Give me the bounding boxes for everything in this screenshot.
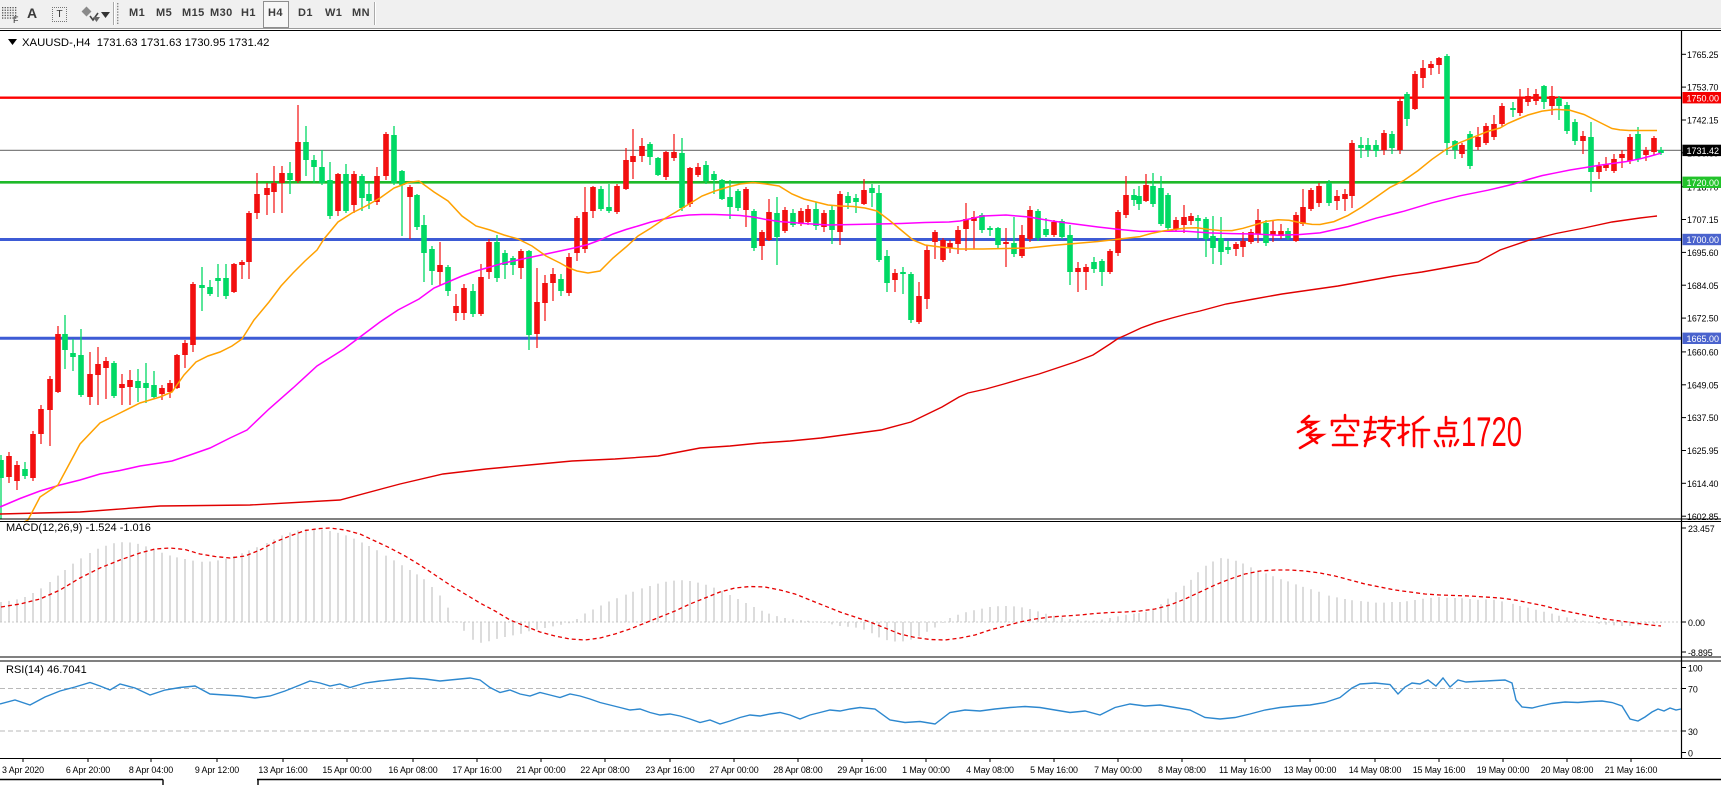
svg-text:14 May 08:00: 14 May 08:00: [1349, 765, 1402, 775]
svg-text:70: 70: [1688, 685, 1698, 695]
svg-text:XAUUSD-,H4 1731.63 1731.63 17: XAUUSD-,H4 1731.63 1731.63 1730.95 1731.…: [22, 37, 269, 49]
svg-text:1660.60: 1660.60: [1687, 348, 1719, 358]
svg-text:RSI(14) 46.7041: RSI(14) 46.7041: [6, 664, 87, 676]
svg-text:17 Apr 16:00: 17 Apr 16:00: [452, 765, 501, 775]
svg-text:1720: 1720: [1461, 408, 1522, 455]
svg-text:1614.40: 1614.40: [1687, 479, 1719, 489]
svg-text:1742.15: 1742.15: [1687, 116, 1719, 126]
svg-text:28 Apr 08:00: 28 Apr 08:00: [773, 765, 822, 775]
svg-text:21 May 16:00: 21 May 16:00: [1605, 765, 1658, 775]
svg-text:23 Apr 16:00: 23 Apr 16:00: [645, 765, 694, 775]
svg-text:1637.50: 1637.50: [1687, 413, 1719, 423]
svg-text:22 Apr 08:00: 22 Apr 08:00: [580, 765, 629, 775]
svg-text:21 Apr 00:00: 21 Apr 00:00: [516, 765, 565, 775]
svg-text:F: F: [13, 15, 19, 25]
svg-text:1695.60: 1695.60: [1687, 248, 1719, 258]
svg-text:23.457: 23.457: [1688, 524, 1715, 534]
svg-text:0.00: 0.00: [1688, 618, 1705, 628]
svg-text:15 May 16:00: 15 May 16:00: [1413, 765, 1466, 775]
svg-text:1720.00: 1720.00: [1687, 178, 1720, 188]
svg-text:19 May 00:00: 19 May 00:00: [1477, 765, 1530, 775]
svg-text:6 Apr 20:00: 6 Apr 20:00: [66, 765, 110, 775]
svg-text:15 Apr 00:00: 15 Apr 00:00: [322, 765, 371, 775]
svg-text:8 May 08:00: 8 May 08:00: [1158, 765, 1206, 775]
svg-text:9 Apr 12:00: 9 Apr 12:00: [195, 765, 239, 775]
svg-text:1665.00: 1665.00: [1687, 334, 1720, 344]
svg-text:13 May 00:00: 13 May 00:00: [1284, 765, 1337, 775]
svg-text:3 Apr 2020: 3 Apr 2020: [2, 765, 44, 775]
svg-text:1625.95: 1625.95: [1687, 446, 1719, 456]
svg-text:1649.05: 1649.05: [1687, 380, 1719, 390]
svg-text:27 Apr 00:00: 27 Apr 00:00: [709, 765, 758, 775]
svg-text:16 Apr 08:00: 16 Apr 08:00: [388, 765, 437, 775]
svg-text:4 May 08:00: 4 May 08:00: [966, 765, 1014, 775]
svg-text:11 May 16:00: 11 May 16:00: [1219, 765, 1271, 775]
svg-text:1753.70: 1753.70: [1687, 83, 1719, 93]
svg-text:0: 0: [1688, 749, 1693, 759]
svg-text:7 May 00:00: 7 May 00:00: [1094, 765, 1142, 775]
svg-text:1684.05: 1684.05: [1687, 281, 1719, 291]
svg-text:8 Apr 04:00: 8 Apr 04:00: [129, 765, 173, 775]
svg-text:1765.25: 1765.25: [1687, 50, 1719, 60]
svg-text:-8.895: -8.895: [1688, 648, 1713, 658]
svg-text:5 May 16:00: 5 May 16:00: [1030, 765, 1078, 775]
svg-text:1602.85: 1602.85: [1687, 512, 1719, 522]
svg-text:1731.42: 1731.42: [1687, 146, 1720, 156]
svg-text:29 Apr 16:00: 29 Apr 16:00: [837, 765, 886, 775]
svg-text:30: 30: [1688, 727, 1698, 737]
svg-text:1672.50: 1672.50: [1687, 314, 1719, 324]
svg-text:20 May 08:00: 20 May 08:00: [1541, 765, 1594, 775]
svg-text:1700.00: 1700.00: [1687, 235, 1720, 245]
svg-text:MACD(12,26,9) -1.524 -1.016: MACD(12,26,9) -1.524 -1.016: [6, 522, 151, 534]
svg-text:1750.00: 1750.00: [1687, 93, 1720, 103]
svg-text:13 Apr 16:00: 13 Apr 16:00: [258, 765, 307, 775]
svg-text:1707.15: 1707.15: [1687, 215, 1719, 225]
svg-text:100: 100: [1688, 664, 1703, 674]
svg-text:1 May 00:00: 1 May 00:00: [902, 765, 950, 775]
